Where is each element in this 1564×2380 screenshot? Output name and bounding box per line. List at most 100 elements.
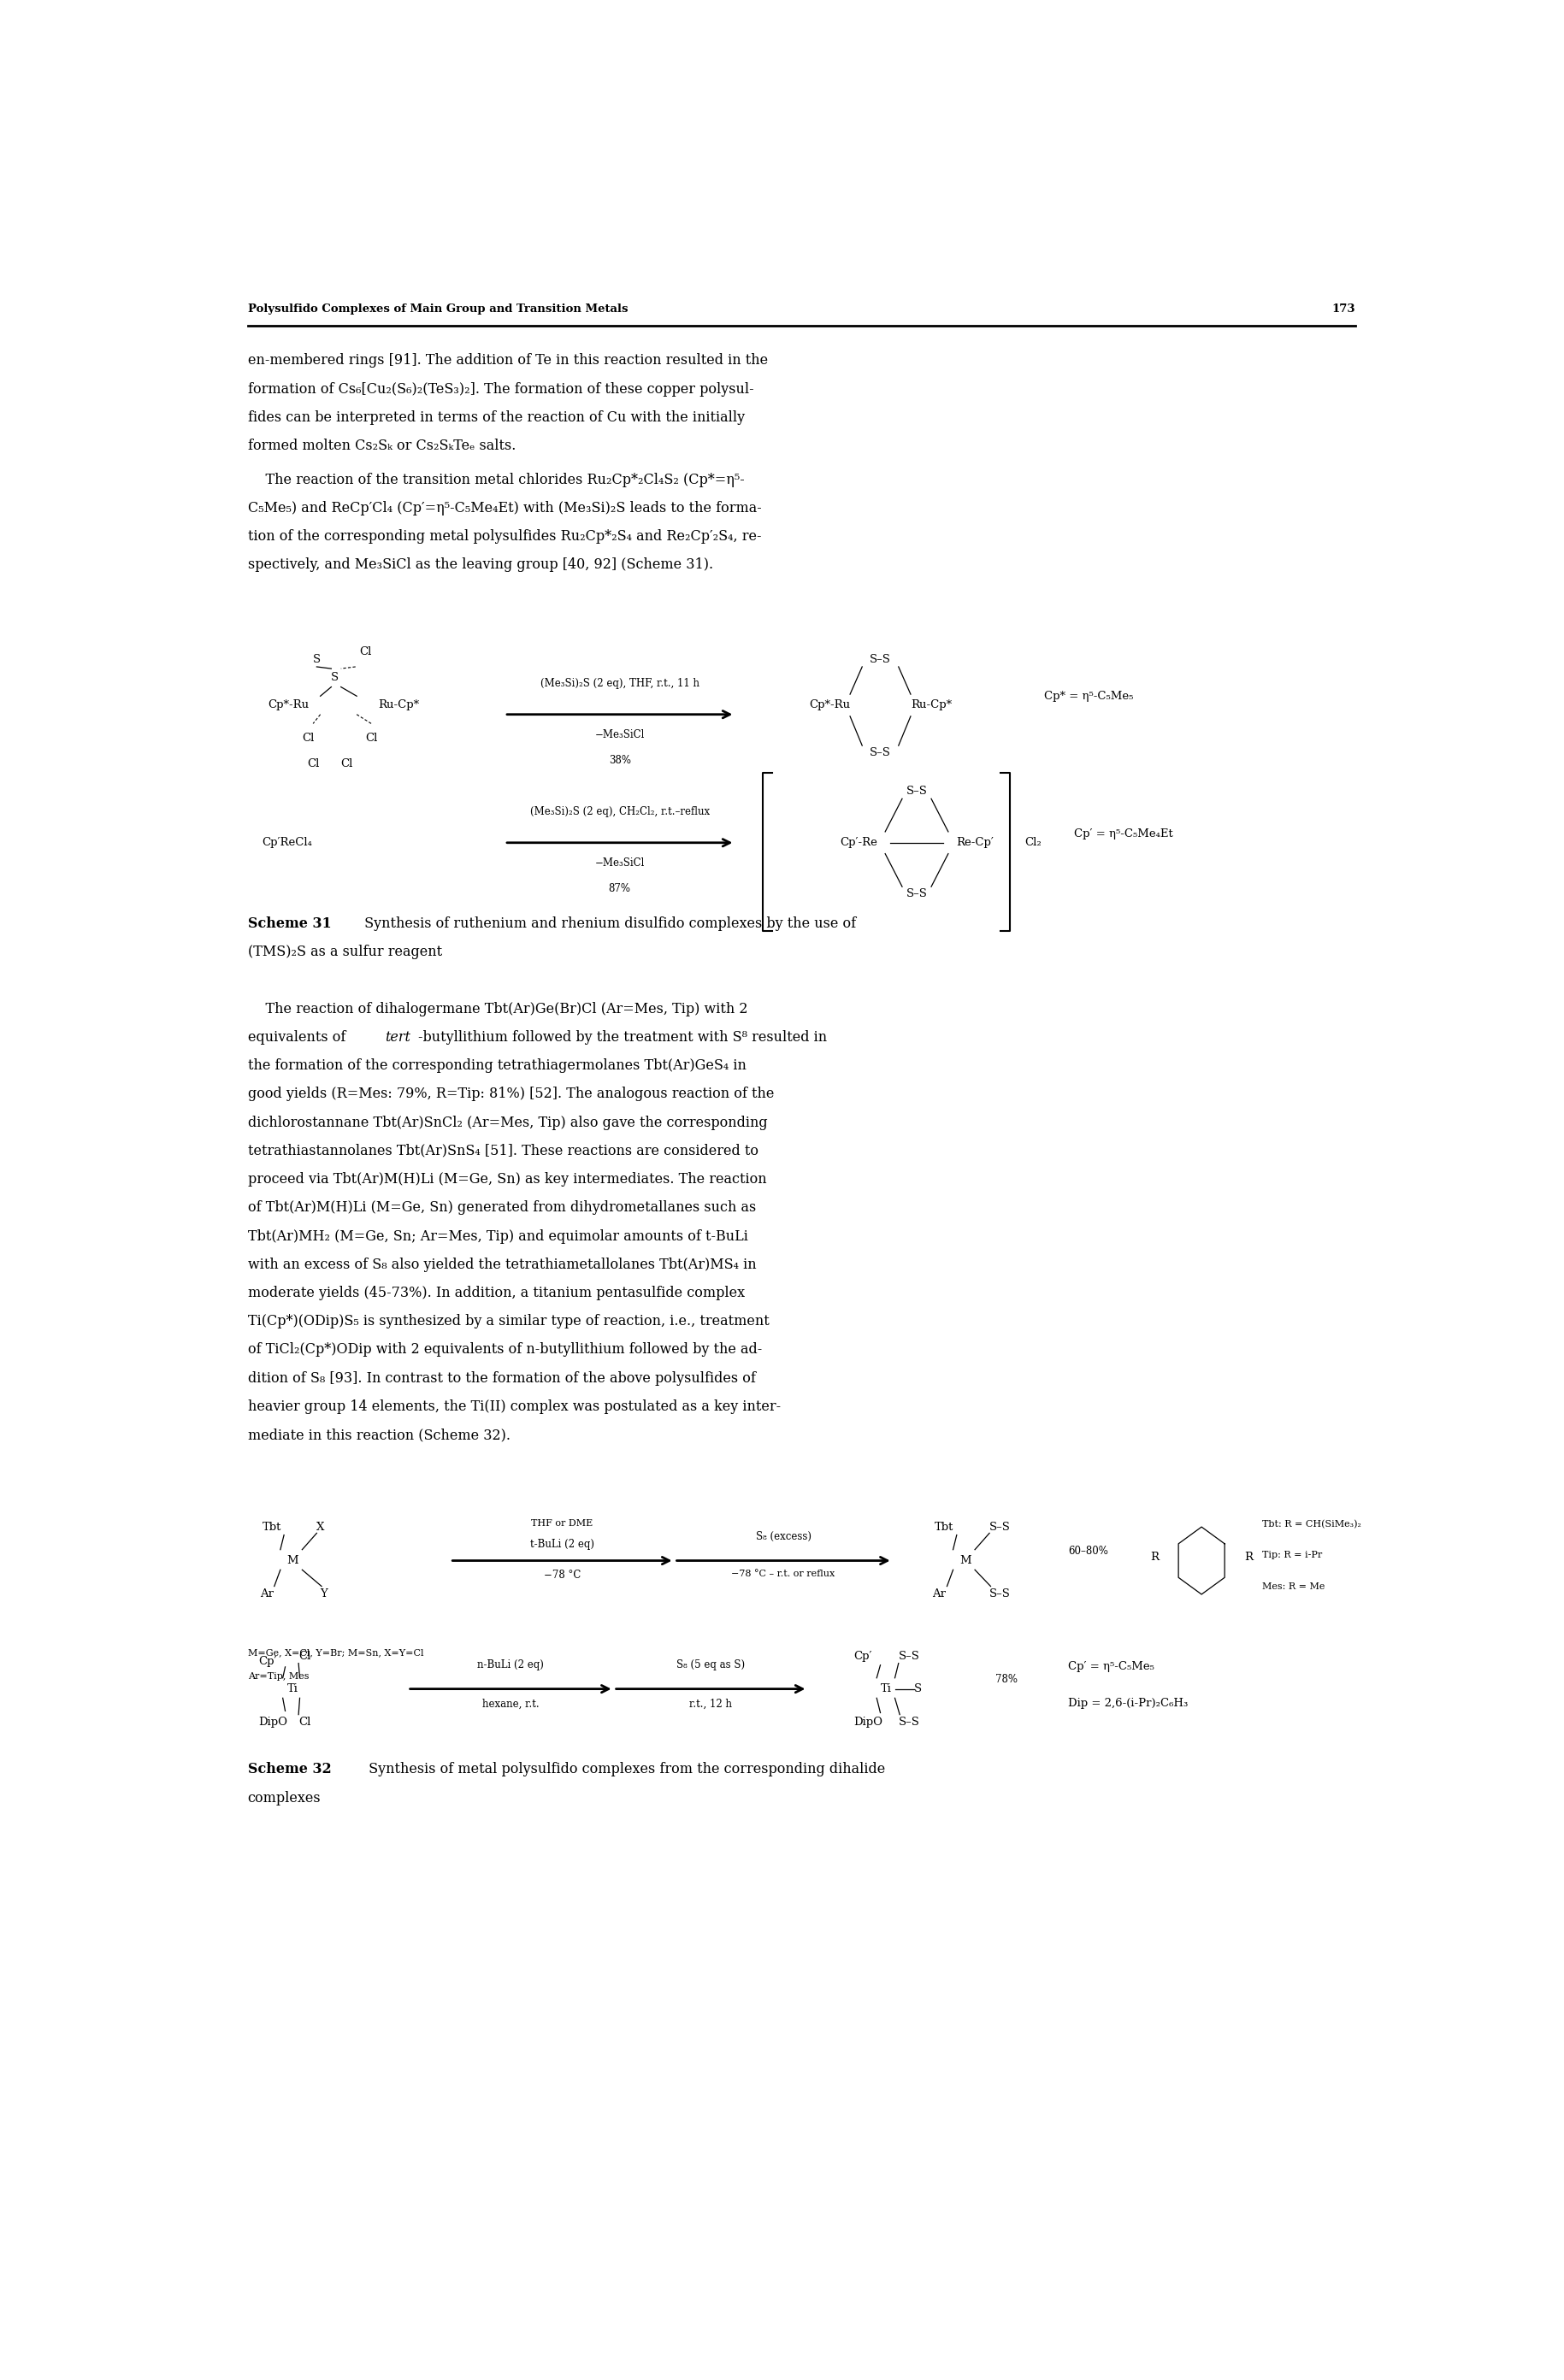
- Text: Ti: Ti: [286, 1683, 299, 1695]
- Text: Cl: Cl: [360, 647, 371, 657]
- Text: tion of the corresponding metal polysulfides Ru₂Cp*₂S₄ and Re₂Cp′₂S₄, re-: tion of the corresponding metal polysulf…: [247, 528, 762, 545]
- Text: fides can be interpreted in terms of the reaction of Cu with the initially: fides can be interpreted in terms of the…: [247, 409, 744, 424]
- Text: S–S: S–S: [870, 655, 891, 664]
- Text: Ti(Cp*)(ODip)S₅ is synthesized by a similar type of reaction, i.e., treatment: Ti(Cp*)(ODip)S₅ is synthesized by a simi…: [247, 1314, 769, 1328]
- Text: (Me₃Si)₂S (2 eq), THF, r.t., 11 h: (Me₃Si)₂S (2 eq), THF, r.t., 11 h: [540, 678, 699, 688]
- Text: Y: Y: [321, 1587, 328, 1599]
- Text: of TiCl₂(Cp*)ODip with 2 equivalents of n-butyllithium followed by the ad-: of TiCl₂(Cp*)ODip with 2 equivalents of …: [247, 1342, 762, 1357]
- Text: Cl: Cl: [341, 759, 353, 769]
- Text: The reaction of the transition metal chlorides Ru₂Cp*₂Cl₄S₂ (Cp*=η⁵-: The reaction of the transition metal chl…: [247, 474, 744, 488]
- Text: S–S: S–S: [906, 785, 927, 797]
- Text: Cp′ReCl₄: Cp′ReCl₄: [263, 838, 313, 847]
- Text: Cl: Cl: [307, 759, 319, 769]
- Text: Cp′-Re: Cp′-Re: [840, 838, 877, 847]
- Text: S–S: S–S: [898, 1716, 920, 1728]
- Text: S₈ (5 eq as S): S₈ (5 eq as S): [676, 1659, 744, 1671]
- Text: S–S: S–S: [898, 1649, 920, 1661]
- Text: The reaction of dihalogermane Tbt(Ar)Ge(Br)Cl (Ar=Mes, Tip) with 2: The reaction of dihalogermane Tbt(Ar)Ge(…: [247, 1002, 748, 1016]
- Text: t-BuLi (2 eq): t-BuLi (2 eq): [530, 1537, 594, 1549]
- Text: −Me₃SiCl: −Me₃SiCl: [594, 857, 644, 869]
- Text: (TMS)₂S as a sulfur reagent: (TMS)₂S as a sulfur reagent: [247, 945, 443, 959]
- Text: R: R: [1243, 1552, 1253, 1564]
- Text: Cl: Cl: [299, 1649, 311, 1661]
- Text: X: X: [316, 1523, 325, 1533]
- Text: Ar: Ar: [932, 1587, 946, 1599]
- Text: dichlorostannane Tbt(Ar)SnCl₂ (Ar=Mes, Tip) also gave the corresponding: dichlorostannane Tbt(Ar)SnCl₂ (Ar=Mes, T…: [247, 1116, 768, 1130]
- Text: Cp′ = η⁵-C₅Me₅: Cp′ = η⁵-C₅Me₅: [1068, 1661, 1154, 1673]
- Text: equivalents of: equivalents of: [247, 1031, 350, 1045]
- Text: R: R: [1151, 1552, 1159, 1564]
- Text: S–S: S–S: [990, 1523, 1010, 1533]
- Text: −Me₃SiCl: −Me₃SiCl: [594, 728, 644, 740]
- Text: mediate in this reaction (Scheme 32).: mediate in this reaction (Scheme 32).: [247, 1428, 510, 1442]
- Text: -butyllithium followed by the treatment with S⁸ resulted in: -butyllithium followed by the treatment …: [419, 1031, 827, 1045]
- Text: Cl: Cl: [302, 733, 314, 745]
- Text: Cp′ = η⁵-C₅Me₄Et: Cp′ = η⁵-C₅Me₄Et: [1074, 828, 1173, 840]
- Text: Ru-Cp*: Ru-Cp*: [378, 700, 419, 712]
- Text: proceed via Tbt(Ar)M(H)Li (M=Ge, Sn) as key intermediates. The reaction: proceed via Tbt(Ar)M(H)Li (M=Ge, Sn) as …: [247, 1171, 766, 1188]
- Text: −78 °C – r.t. or reflux: −78 °C – r.t. or reflux: [732, 1571, 835, 1578]
- Text: M: M: [286, 1554, 299, 1566]
- Text: Ti: Ti: [881, 1683, 891, 1695]
- Text: tetrathiastannolanes Tbt(Ar)SnS₄ [51]. These reactions are considered to: tetrathiastannolanes Tbt(Ar)SnS₄ [51]. T…: [247, 1145, 759, 1159]
- Text: 38%: 38%: [608, 754, 630, 766]
- Text: 87%: 87%: [608, 883, 630, 895]
- Text: S: S: [332, 671, 339, 683]
- Text: Cl: Cl: [299, 1716, 311, 1728]
- Text: S–S: S–S: [990, 1587, 1010, 1599]
- Text: dition of S₈ [93]. In contrast to the formation of the above polysulfides of: dition of S₈ [93]. In contrast to the fo…: [247, 1371, 755, 1385]
- Text: Ru-Cp*: Ru-Cp*: [910, 700, 952, 712]
- Text: Cl₂: Cl₂: [1024, 838, 1042, 847]
- Text: Polysulfido Complexes of Main Group and Transition Metals: Polysulfido Complexes of Main Group and …: [247, 305, 627, 314]
- Text: DipO: DipO: [258, 1716, 288, 1728]
- Text: Cl: Cl: [364, 733, 377, 745]
- Text: 78%: 78%: [995, 1673, 1018, 1685]
- Text: Dip = 2,6-(i-Pr)₂C₆H₃: Dip = 2,6-(i-Pr)₂C₆H₃: [1068, 1697, 1189, 1709]
- Text: heavier group 14 elements, the Ti(II) complex was postulated as a key inter-: heavier group 14 elements, the Ti(II) co…: [247, 1399, 780, 1414]
- Text: THF or DME: THF or DME: [532, 1518, 593, 1528]
- Text: M=Ge, X=Cl, Y=Br; M=Sn, X=Y=Cl: M=Ge, X=Cl, Y=Br; M=Sn, X=Y=Cl: [247, 1649, 424, 1656]
- Text: formation of Cs₆[Cu₂(S₆)₂(TeS₃)₂]. The formation of these copper polysul-: formation of Cs₆[Cu₂(S₆)₂(TeS₃)₂]. The f…: [247, 381, 754, 397]
- Text: with an excess of S₈ also yielded the tetrathiametallolanes Tbt(Ar)MS₄ in: with an excess of S₈ also yielded the te…: [247, 1257, 755, 1271]
- Text: Cp*-Ru: Cp*-Ru: [269, 700, 310, 712]
- Text: C₅Me₅) and ReCp′Cl₄ (Cp′=η⁵-C₅Me₄Et) with (Me₃Si)₂S leads to the forma-: C₅Me₅) and ReCp′Cl₄ (Cp′=η⁵-C₅Me₄Et) wit…: [247, 500, 762, 516]
- Text: M: M: [959, 1554, 971, 1566]
- Text: Tbt: Tbt: [263, 1523, 282, 1533]
- Text: Cp′: Cp′: [258, 1656, 277, 1666]
- Text: Ar: Ar: [260, 1587, 274, 1599]
- Text: Cp* = η⁵-C₅Me₅: Cp* = η⁵-C₅Me₅: [1045, 690, 1134, 702]
- Text: Ar=Tip, Mes: Ar=Tip, Mes: [247, 1673, 308, 1680]
- Text: the formation of the corresponding tetrathiagermolanes Tbt(Ar)GeS₄ in: the formation of the corresponding tetra…: [247, 1059, 746, 1073]
- Text: 60–80%: 60–80%: [1068, 1547, 1109, 1557]
- Text: spectively, and Me₃SiCl as the leaving group [40, 92] (Scheme 31).: spectively, and Me₃SiCl as the leaving g…: [247, 557, 713, 571]
- Text: formed molten Cs₂Sₖ or Cs₂SₖTeₑ salts.: formed molten Cs₂Sₖ or Cs₂SₖTeₑ salts.: [247, 438, 516, 452]
- Text: en-membered rings [91]. The addition of Te in this reaction resulted in the: en-membered rings [91]. The addition of …: [247, 352, 768, 369]
- Text: Scheme 32: Scheme 32: [247, 1761, 332, 1778]
- Text: Tbt: R = CH(SiMe₃)₂: Tbt: R = CH(SiMe₃)₂: [1262, 1518, 1361, 1528]
- Text: 173: 173: [1333, 305, 1356, 314]
- Text: (Me₃Si)₂S (2 eq), CH₂Cl₂, r.t.–reflux: (Me₃Si)₂S (2 eq), CH₂Cl₂, r.t.–reflux: [530, 807, 710, 816]
- Text: Cp*-Ru: Cp*-Ru: [809, 700, 849, 712]
- Text: tert: tert: [385, 1031, 410, 1045]
- Text: Synthesis of ruthenium and rhenium disulfido complexes by the use of: Synthesis of ruthenium and rhenium disul…: [360, 916, 857, 931]
- Text: Scheme 31: Scheme 31: [247, 916, 332, 931]
- Text: n-BuLi (2 eq): n-BuLi (2 eq): [477, 1659, 544, 1671]
- Text: r.t., 12 h: r.t., 12 h: [690, 1697, 732, 1709]
- Text: Tbt(Ar)MH₂ (M=Ge, Sn; Ar=Mes, Tip) and equimolar amounts of t-BuLi: Tbt(Ar)MH₂ (M=Ge, Sn; Ar=Mes, Tip) and e…: [247, 1228, 748, 1242]
- Text: S–S: S–S: [870, 747, 891, 759]
- Text: S–S: S–S: [906, 888, 927, 900]
- Text: −78 °C: −78 °C: [544, 1571, 580, 1580]
- Text: moderate yields (45-73%). In addition, a titanium pentasulfide complex: moderate yields (45-73%). In addition, a…: [247, 1285, 744, 1299]
- Text: DipO: DipO: [854, 1716, 882, 1728]
- Text: of Tbt(Ar)M(H)Li (M=Ge, Sn) generated from dihydrometallanes such as: of Tbt(Ar)M(H)Li (M=Ge, Sn) generated fr…: [247, 1200, 755, 1216]
- Text: good yields (R=Mes: 79%, R=Tip: 81%) [52]. The analogous reaction of the: good yields (R=Mes: 79%, R=Tip: 81%) [52…: [247, 1088, 774, 1102]
- Text: Re-Cp′: Re-Cp′: [956, 838, 993, 847]
- Text: S: S: [915, 1683, 923, 1695]
- Text: Synthesis of metal polysulfido complexes from the corresponding dihalide: Synthesis of metal polysulfido complexes…: [364, 1761, 885, 1778]
- Text: Tbt: Tbt: [935, 1523, 954, 1533]
- Text: S₈ (excess): S₈ (excess): [755, 1530, 812, 1542]
- Text: hexane, r.t.: hexane, r.t.: [482, 1697, 540, 1709]
- Text: S: S: [313, 655, 321, 664]
- Text: complexes: complexes: [247, 1790, 321, 1804]
- Text: Tip: R = i-Pr: Tip: R = i-Pr: [1262, 1552, 1322, 1559]
